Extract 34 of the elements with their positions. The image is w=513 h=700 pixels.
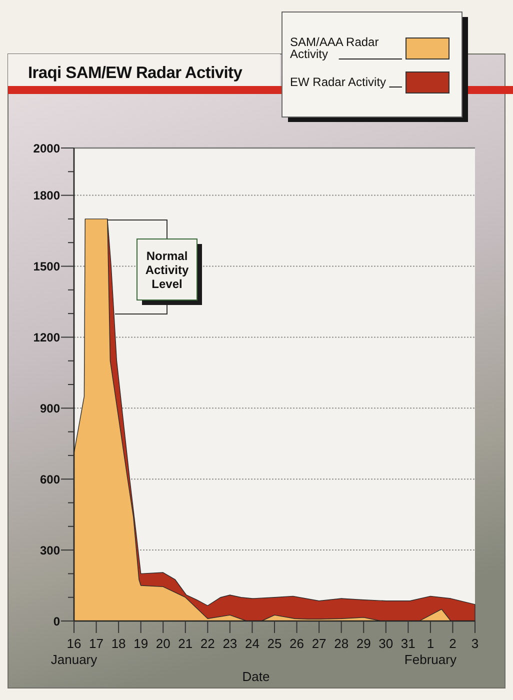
x2-tick-label: February (404, 652, 457, 667)
chart-title: Iraqi SAM/EW Radar Activity (28, 64, 244, 82)
y-tick-label: 0 (53, 614, 60, 628)
y-tick-label: 1800 (33, 188, 60, 203)
legend-label: EW Radar Activity (290, 75, 386, 89)
y-tick-label: 300 (40, 543, 60, 558)
x-tick-label: 19 (134, 636, 148, 651)
x-tick-label: 24 (244, 636, 260, 651)
x-tick-label: 26 (290, 636, 304, 651)
x-tick-label: 23 (222, 636, 238, 651)
y-tick-label: 900 (40, 401, 60, 416)
y-tick-label: 2000 (33, 141, 60, 156)
x-tick-label: 30 (378, 636, 394, 651)
x-axis-title: Date (242, 669, 270, 684)
x-tick-label: 25 (267, 636, 282, 651)
x-tick-label: 27 (312, 636, 326, 651)
x-tick-label: 21 (178, 636, 193, 651)
x-tick-label: 22 (200, 636, 215, 651)
x2-tick-label: January (50, 652, 98, 667)
y-tick-label: 1200 (33, 330, 60, 345)
x-tick-label: 16 (66, 636, 82, 651)
x-tick-label: 31 (400, 636, 416, 651)
x-tick-label: 28 (334, 636, 349, 651)
x-tick-label: 18 (111, 636, 126, 651)
legend-label: SAM/AAA Radar Activity (290, 35, 379, 61)
annotation: Normal Activity Level (145, 248, 189, 291)
x-tick-label: 1 (426, 636, 434, 651)
x-tick-label: 17 (89, 636, 104, 651)
x-tick-label: 2 (449, 636, 456, 651)
y-tick-label: 1500 (33, 260, 60, 274)
x-tick-label: 20 (156, 636, 170, 651)
x-tick-label: 29 (356, 636, 371, 651)
x-tick-label: 3 (471, 636, 479, 651)
y-tick-label: 600 (40, 472, 60, 486)
